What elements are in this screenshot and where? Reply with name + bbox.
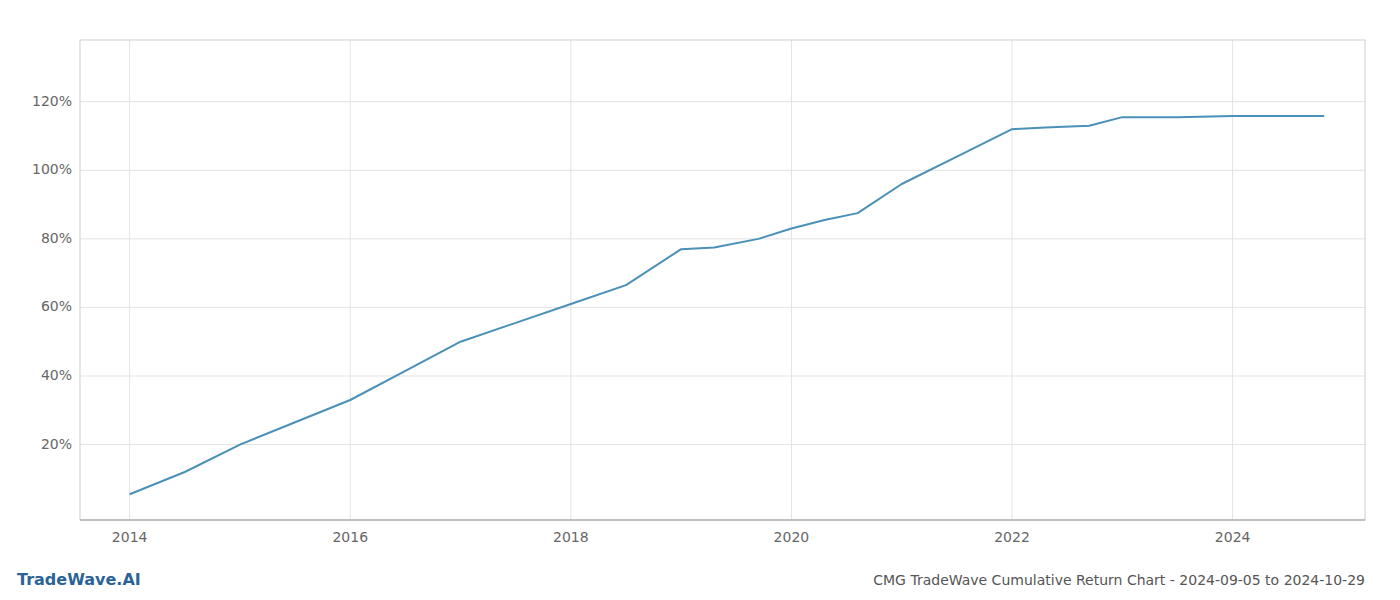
x-grid-line	[791, 40, 792, 520]
y-grid-line	[80, 170, 1365, 171]
y-tick-label: 40%	[41, 367, 72, 383]
y-grid-line	[80, 238, 1365, 239]
plot-area	[130, 116, 1325, 494]
y-grid-line	[80, 307, 1365, 308]
x-tick-label: 2014	[112, 529, 148, 545]
plot-frame	[80, 40, 1365, 520]
x-grid-line	[129, 40, 130, 520]
y-tick-label: 60%	[41, 298, 72, 314]
watermark: TradeWave.AI	[17, 570, 141, 589]
x-tick-label: 2016	[332, 529, 368, 545]
x-grid-line	[1232, 40, 1233, 520]
x-grid-line	[570, 40, 571, 520]
grid	[80, 40, 1365, 520]
line	[130, 116, 1325, 494]
y-tick-label: 100%	[32, 161, 72, 177]
y-grid-line	[80, 376, 1365, 377]
x-grid-line	[1012, 40, 1013, 520]
x-tick-label: 2024	[1215, 529, 1251, 545]
background	[0, 0, 1400, 600]
x-tick-label: 2020	[774, 529, 810, 545]
x-grid-line	[350, 40, 351, 520]
title: CMG TradeWave Cumulative Return Chart - …	[873, 572, 1365, 588]
x-tick-label: 2022	[994, 529, 1030, 545]
y-tick-label: 20%	[41, 436, 72, 452]
chart: 20% 40% 60% 80% 100% 120% 2014 2016 2018 2020 2022…	[0, 0, 1400, 600]
x-axis-line	[80, 520, 1365, 521]
y-grid-line	[80, 444, 1365, 445]
y-tick-label: 120%	[32, 93, 72, 109]
y-grid-line	[80, 101, 1365, 102]
y-tick-label: 80%	[41, 230, 72, 246]
x-tick-label: 2018	[553, 529, 589, 545]
